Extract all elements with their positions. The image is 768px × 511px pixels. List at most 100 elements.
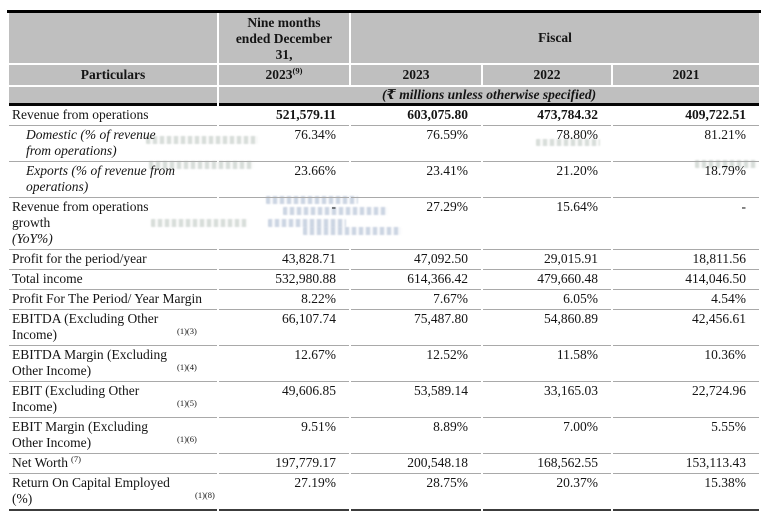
row-value: 47,092.50 [351, 250, 481, 270]
row-value: 5.55% [613, 418, 760, 454]
units-spacer [9, 87, 217, 106]
header-nine-months-year: 2023(9) [219, 65, 349, 87]
header-particulars: Particulars [9, 65, 217, 87]
header-row-top: Nine months ended December 31, Fiscal [9, 13, 760, 65]
row-value: 33,165.03 [483, 382, 611, 418]
row-value: 15.38% [613, 474, 760, 511]
row-value: 76.59% [351, 126, 481, 162]
row-label: Return On Capital Employed (%) (1)(8) [9, 474, 217, 511]
row-value: 22,724.96 [613, 382, 760, 418]
row-label: EBITDA Margin (Excluding Other Income) (1… [9, 346, 217, 382]
table-row: Revenue from operations 521,579.11 603,0… [9, 106, 760, 126]
row-label: Exports (% of revenue from operations) [9, 162, 217, 198]
row-value: 54,860.89 [483, 310, 611, 346]
header-year-2022: 2022 [483, 65, 611, 87]
row-value: 29,015.91 [483, 250, 611, 270]
row-value: 414,046.50 [613, 270, 760, 290]
row-value: 200,548.18 [351, 454, 481, 474]
footnote-ref: (1)(8) [195, 489, 215, 500]
row-value: 9.51% [219, 418, 349, 454]
header-year-2021: 2021 [613, 65, 760, 87]
table-row: EBIT Margin (Excluding Other Income) (1)(… [9, 418, 760, 454]
table-row: Profit for the period/year 43,828.71 47,… [9, 250, 760, 270]
row-value: 12.52% [351, 346, 481, 382]
table-row: EBITDA (Excluding Other Income) (1)(3) 66… [9, 310, 760, 346]
row-value: 153,113.43 [613, 454, 760, 474]
row-value: 66,107.74 [219, 310, 349, 346]
header-particulars-spacer [9, 13, 217, 65]
header-year-2023: 2023 [351, 65, 481, 87]
row-value: 521,579.11 [219, 106, 349, 126]
row-value: 12.67% [219, 346, 349, 382]
row-value: 168,562.55 [483, 454, 611, 474]
row-value: 15.64% [483, 198, 611, 250]
header-nine-months: Nine months ended December 31, [219, 13, 349, 65]
row-value: 4.54% [613, 290, 760, 310]
row-value: 53,589.14 [351, 382, 481, 418]
row-value: 49,606.85 [219, 382, 349, 418]
row-value: 27.29% [351, 198, 481, 250]
row-value: 603,075.80 [351, 106, 481, 126]
row-label: EBIT (Excluding Other Income) (1)(5) [9, 382, 217, 418]
row-value: 28.75% [351, 474, 481, 511]
row-value: 7.00% [483, 418, 611, 454]
nine-months-label: Nine months ended December 31, [235, 15, 333, 62]
row-label: Revenue from operations [9, 106, 217, 126]
row-value: 42,456.61 [613, 310, 760, 346]
row-value: 409,722.51 [613, 106, 760, 126]
table-row: Total income 532,980.88 614,366.42 479,6… [9, 270, 760, 290]
header-row-units: (₹ millions unless otherwise specified) [9, 87, 760, 106]
footnote-ref: (1)(5) [177, 397, 197, 408]
row-value: 7.67% [351, 290, 481, 310]
row-value: 43,828.71 [219, 250, 349, 270]
row-value: 473,784.32 [483, 106, 611, 126]
row-value: 10.36% [613, 346, 760, 382]
row-value: 8.89% [351, 418, 481, 454]
row-value: 81.21% [613, 126, 760, 162]
header-row-years: Particulars 2023(9) 2023 2022 2021 [9, 65, 760, 87]
row-label: Domestic (% of revenue from operations) [9, 126, 217, 162]
header-fiscal: Fiscal [351, 13, 760, 65]
table-row: Net Worth (7) 197,779.17 200,548.18 168,5… [9, 454, 760, 474]
footnote-ref: (1)(4) [177, 361, 197, 372]
row-value: 532,980.88 [219, 270, 349, 290]
fiscal-label: Fiscal [538, 30, 572, 45]
row-value: 75,487.80 [351, 310, 481, 346]
row-value: 27.19% [219, 474, 349, 511]
row-value: 11.58% [483, 346, 611, 382]
table-row: Domestic (% of revenue from operations) … [9, 126, 760, 162]
row-value: 78.80% [483, 126, 611, 162]
row-value: 197,779.17 [219, 454, 349, 474]
row-label: Net Worth (7) [9, 454, 217, 474]
table-row: Profit For The Period/ Year Margin 8.22%… [9, 290, 760, 310]
row-value: 18,811.56 [613, 250, 760, 270]
row-label: Revenue from operations growth (YoY%) [9, 198, 217, 250]
table-row: Return On Capital Employed (%) (1)(8) 27.… [9, 474, 760, 511]
row-value: 6.05% [483, 290, 611, 310]
table-row: Revenue from operations growth (YoY%) - … [9, 198, 760, 250]
row-value: - [613, 198, 760, 250]
row-value: 18.79% [613, 162, 760, 198]
row-label: Profit For The Period/ Year Margin [9, 290, 217, 310]
footnote-ref: (9) [292, 65, 303, 76]
row-value: 479,660.48 [483, 270, 611, 290]
footnote-ref: (1)(3) [177, 325, 197, 336]
row-label: Profit for the period/year [9, 250, 217, 270]
row-value: 76.34% [219, 126, 349, 162]
row-value: 23.41% [351, 162, 481, 198]
footnote-ref: (7) [71, 453, 81, 464]
table-row: EBIT (Excluding Other Income) (1)(5) 49,6… [9, 382, 760, 418]
row-label: EBIT Margin (Excluding Other Income) (1)(… [9, 418, 217, 454]
row-label: EBITDA (Excluding Other Income) (1)(3) [9, 310, 217, 346]
units-note: (₹ millions unless otherwise specified) [219, 87, 760, 106]
row-value: 20.37% [483, 474, 611, 511]
footnote-ref: (1)(6) [177, 433, 197, 444]
row-label: Total income [9, 270, 217, 290]
row-value: 8.22% [219, 290, 349, 310]
row-value: 23.66% [219, 162, 349, 198]
key-financials-table: Nine months ended December 31, Fiscal Pa… [7, 10, 762, 511]
row-value: - [219, 198, 349, 250]
table-row: Exports (% of revenue from operations) 2… [9, 162, 760, 198]
row-value: 614,366.42 [351, 270, 481, 290]
row-value: 21.20% [483, 162, 611, 198]
